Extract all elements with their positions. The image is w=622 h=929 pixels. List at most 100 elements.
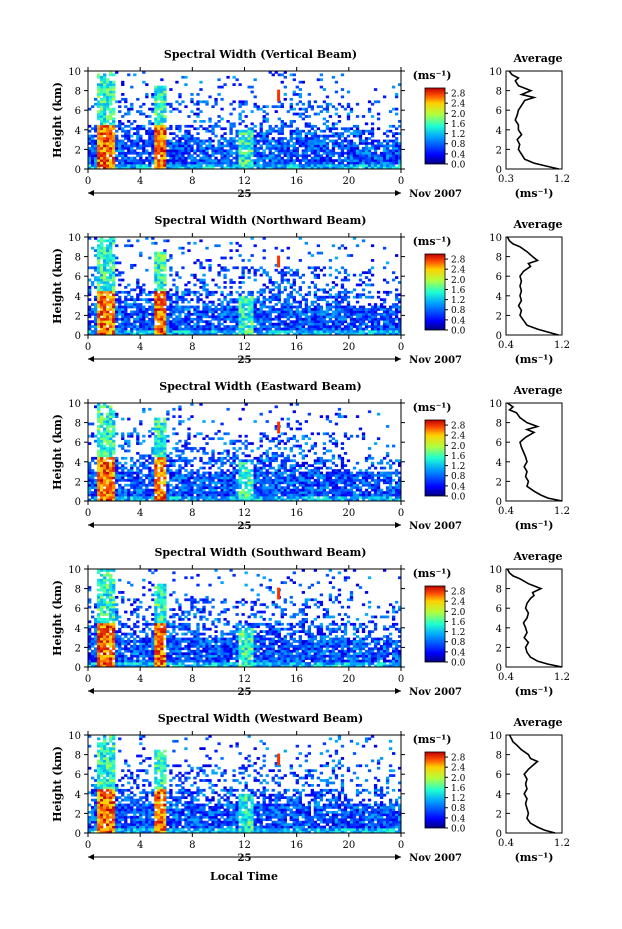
heatmap-cell xyxy=(109,166,113,170)
heatmap-cell xyxy=(253,129,257,133)
heatmap-cell xyxy=(151,456,155,460)
heatmap-cell xyxy=(391,320,396,324)
heatmap-cell xyxy=(166,488,170,492)
heatmap-cell xyxy=(139,496,143,499)
heatmap-cell xyxy=(97,156,101,160)
heatmap-cell xyxy=(160,154,164,158)
heatmap-cell xyxy=(181,137,185,140)
heatmap-cell xyxy=(262,295,266,299)
heatmap-cell xyxy=(100,161,104,165)
heatmap-cell xyxy=(259,290,263,294)
heatmap-cell xyxy=(133,481,137,485)
heatmap-cell xyxy=(295,85,299,89)
heatmap-cell xyxy=(319,288,324,292)
heatmap-cell xyxy=(121,97,125,101)
heatmap-cell xyxy=(244,161,248,165)
heatmap-cell xyxy=(394,254,399,257)
heatmap-cell xyxy=(187,442,191,445)
heatmap-cell xyxy=(97,317,101,321)
heatmap-cell xyxy=(352,154,357,158)
heatmap-cell xyxy=(139,303,143,306)
heatmap-cell xyxy=(109,154,113,158)
heatmap-cell xyxy=(241,276,245,279)
heatmap-cell xyxy=(382,317,387,321)
heatmap-cell xyxy=(145,498,149,502)
heatmap-cell xyxy=(355,159,360,162)
heatmap-cell xyxy=(190,330,194,333)
heatmap-cell xyxy=(103,461,107,465)
heatmap-cell xyxy=(208,144,212,148)
heatmap-cell xyxy=(112,93,116,96)
heatmap-cell xyxy=(106,290,110,294)
heatmap-cell xyxy=(307,105,312,109)
heatmap-cell xyxy=(151,159,155,162)
heatmap-cell xyxy=(229,332,233,336)
heatmap-cell xyxy=(139,288,143,292)
heatmap-cell xyxy=(130,456,134,460)
heatmap-cell xyxy=(388,332,393,336)
heatmap-cell xyxy=(316,308,321,311)
heatmap-cell xyxy=(115,320,119,324)
heatmap-cell xyxy=(355,244,360,248)
heatmap-cell xyxy=(97,295,101,299)
heatmap-cell xyxy=(175,100,179,104)
heatmap-cell xyxy=(349,127,354,131)
heatmap-cell xyxy=(175,459,179,463)
heatmap-cell xyxy=(184,156,188,160)
heatmap-cell xyxy=(193,261,197,265)
heatmap-cell xyxy=(124,466,128,470)
heatmap-cell xyxy=(370,154,375,158)
heatmap-cell xyxy=(340,73,345,77)
heatmap-cell xyxy=(94,486,98,490)
heatmap-cell xyxy=(148,164,152,167)
heatmap-cell xyxy=(259,312,263,316)
heatmap-cell xyxy=(259,156,263,160)
heatmap-cell xyxy=(115,298,119,301)
heatmap-cell xyxy=(196,298,200,301)
heatmap-cell xyxy=(160,134,164,138)
heatmap-cell xyxy=(247,259,251,262)
heatmap-cell xyxy=(232,100,236,104)
heatmap-cell xyxy=(100,127,104,131)
heatmap-cell xyxy=(133,464,137,467)
heatmap-cell xyxy=(199,493,203,497)
heatmap-cell xyxy=(154,325,158,328)
heatmap-cell xyxy=(151,432,155,436)
heatmap-cell xyxy=(364,161,369,165)
heatmap-cell xyxy=(304,154,308,158)
heatmap-cell xyxy=(280,144,284,148)
heatmap-cell xyxy=(316,303,321,306)
heatmap-cell xyxy=(160,327,164,331)
heatmap-cell xyxy=(259,320,263,324)
heatmap-cell xyxy=(196,107,200,111)
heatmap-cell xyxy=(100,447,104,450)
heatmap-cell xyxy=(157,332,161,336)
heatmap-cell xyxy=(139,105,143,109)
heatmap-cell xyxy=(304,317,308,321)
heatmap-cell xyxy=(388,325,393,328)
heatmap-cell xyxy=(259,303,263,306)
heatmap-cell xyxy=(184,444,188,448)
heatmap-cell xyxy=(142,466,146,470)
heatmap-cell xyxy=(97,134,101,138)
heatmap-cell xyxy=(397,161,402,165)
heatmap-cell xyxy=(139,456,143,460)
heatmap-cell xyxy=(172,407,176,411)
heatmap-cell xyxy=(109,422,113,426)
heatmap-cell xyxy=(238,83,242,86)
heatmap-cell xyxy=(100,295,104,299)
heatmap-cell xyxy=(316,244,321,248)
heatmap-cell xyxy=(397,327,402,331)
heatmap-cell xyxy=(163,249,167,252)
heatmap-cell xyxy=(106,422,110,426)
heatmap-cell xyxy=(337,322,342,326)
heatmap-cell xyxy=(235,327,239,331)
heatmap-cell xyxy=(97,486,101,490)
heatmap-cell xyxy=(376,127,381,131)
heatmap-cell xyxy=(103,80,107,84)
heatmap-cell xyxy=(112,107,116,111)
heatmap-cell xyxy=(316,151,321,155)
heatmap-cell xyxy=(277,95,281,99)
heatmap-cell xyxy=(208,259,212,262)
heatmap-cell xyxy=(109,317,113,321)
